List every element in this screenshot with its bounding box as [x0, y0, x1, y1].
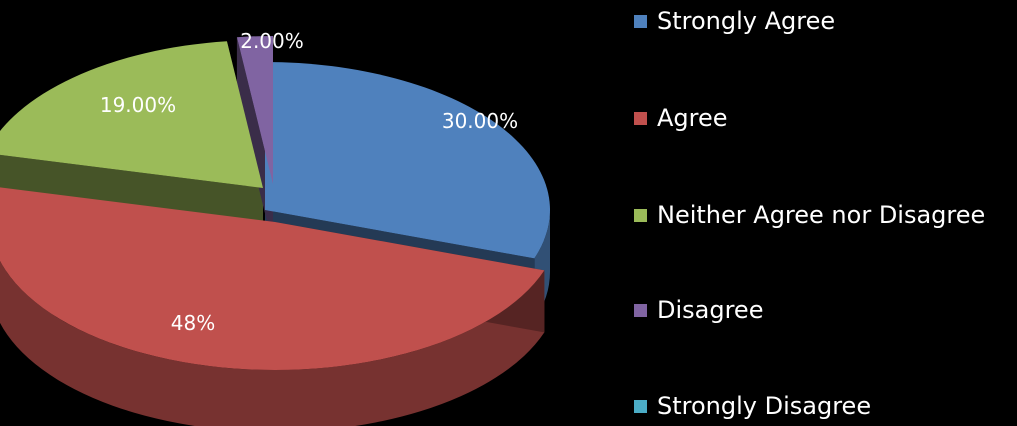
legend-swatch [634, 14, 647, 28]
slice-label-strongly-agree: 30.00% [442, 109, 518, 133]
legend-item-strongly-agree: Strongly Agree [634, 4, 835, 38]
slice-label-disagree: 2.00% [240, 29, 304, 53]
pie-slice-strongly-agree [265, 62, 550, 259]
legend-swatch [634, 111, 647, 125]
pie-tops [0, 36, 550, 370]
slice-label-agree: 48% [171, 311, 215, 335]
legend-item-strongly-disagree: Strongly Disagree [634, 389, 871, 423]
pie-chart: 30.00% 48% 19.00% 2.00% [0, 29, 550, 426]
legend-label: Agree [657, 104, 728, 132]
legend-label: Strongly Disagree [657, 392, 872, 420]
pie-slice-cut-disagree [236, 37, 273, 246]
legend-swatch [634, 303, 647, 317]
legend-label: Strongly Agree [657, 7, 836, 35]
legend-swatch [634, 399, 647, 413]
legend-label: Neither Agree nor Disagree [657, 201, 986, 229]
pie-labels: 30.00% 48% 19.00% 2.00% [100, 29, 518, 335]
legend-item-neither: Neither Agree nor Disagree [634, 198, 985, 232]
pie-slice-disagree [236, 36, 273, 184]
slice-label-neither-agree-nor-disagree: 19.00% [100, 93, 176, 117]
legend-swatch [634, 208, 647, 222]
pie-slice-agree [0, 187, 545, 370]
legend-item-agree: Agree [634, 101, 728, 135]
chart-legend: Strongly Agree Agree Neither Agree nor D… [634, 0, 1017, 426]
pie-slice-side-agree [0, 260, 545, 426]
legend-item-disagree: Disagree [634, 293, 763, 327]
legend-label: Disagree [657, 296, 764, 324]
pie-slice-neither-agree-nor-disagree [0, 41, 263, 188]
